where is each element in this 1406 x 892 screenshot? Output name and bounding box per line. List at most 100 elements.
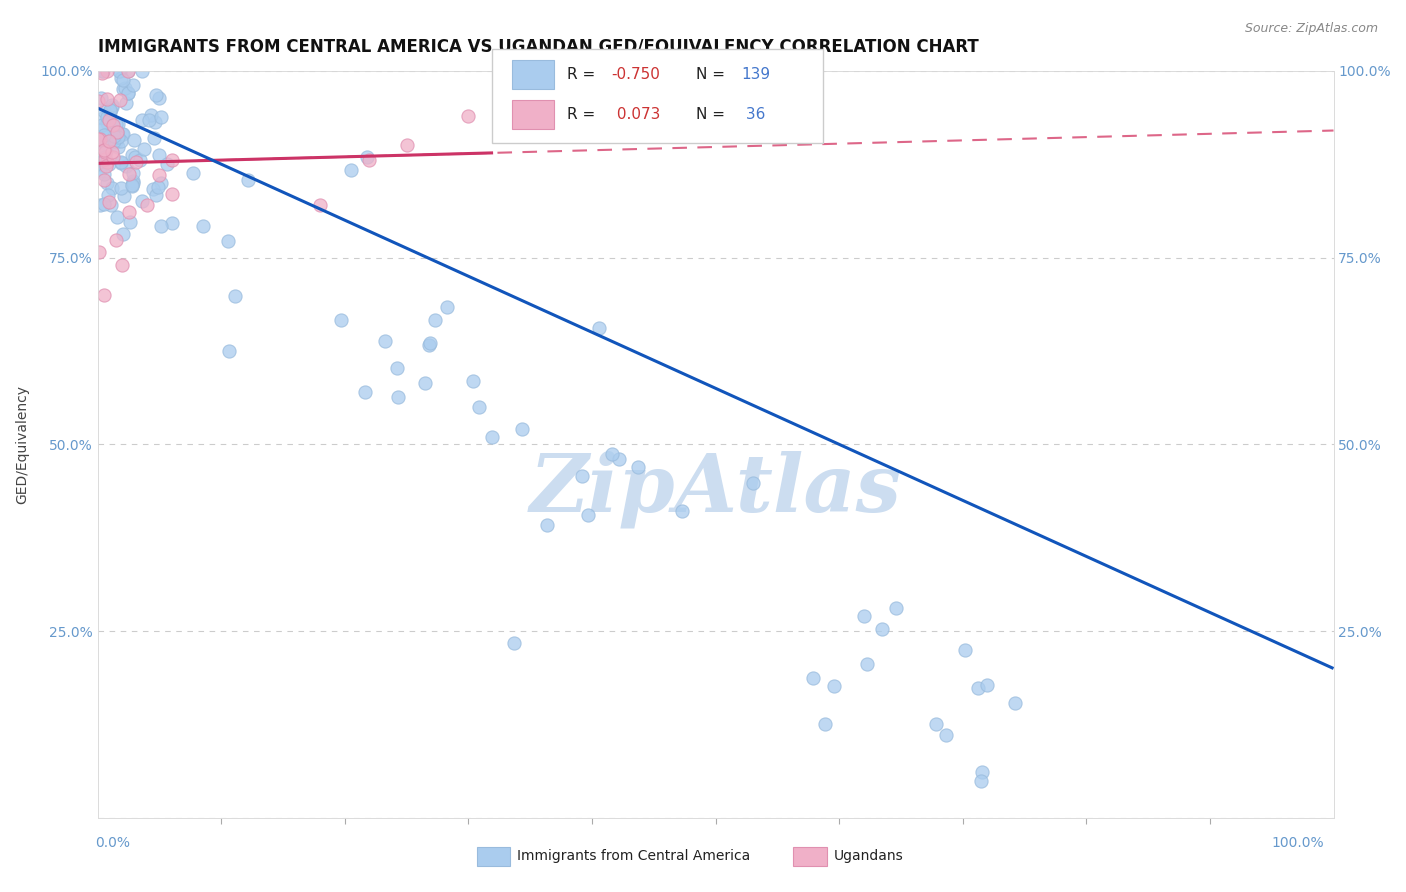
Point [330, 313, 353, 327]
Point [105, 135, 128, 149]
Point [117, 63, 139, 78]
Point [217, 235, 239, 249]
Point [93, 103, 115, 118]
Point [970, 773, 993, 788]
Point [96, 63, 118, 78]
Point [150, 110, 173, 124]
Text: N =: N = [696, 67, 730, 82]
Point [96, 110, 118, 124]
Point [972, 765, 994, 780]
Point [131, 63, 153, 78]
Text: Source: ZipAtlas.com: Source: ZipAtlas.com [1244, 22, 1378, 36]
Point [104, 118, 127, 132]
Point [122, 166, 145, 180]
Point [856, 657, 879, 671]
Point [93, 143, 115, 157]
Text: N =: N = [696, 107, 730, 122]
Point [100, 198, 122, 212]
Point [309, 198, 332, 212]
Point [148, 169, 170, 183]
Point [97, 194, 120, 209]
Point [94, 159, 117, 173]
Point [419, 335, 441, 350]
Point [117, 86, 139, 100]
Point [122, 174, 145, 188]
Point [181, 166, 204, 180]
Point [101, 145, 124, 159]
Text: Ugandans: Ugandans [834, 849, 904, 863]
Point [94, 145, 117, 160]
Point [89, 132, 111, 146]
Point [98, 113, 121, 128]
Point [340, 163, 363, 178]
Point [93, 167, 115, 181]
Point [93, 128, 115, 142]
Point [98, 104, 121, 119]
Point [110, 70, 132, 85]
Point [118, 204, 141, 219]
Point [823, 679, 845, 693]
Point [145, 87, 167, 102]
Point [966, 681, 988, 695]
Point [93, 197, 115, 211]
Point [148, 180, 170, 194]
Point [148, 148, 170, 162]
Point [91, 63, 114, 78]
Point [124, 150, 146, 164]
Point [356, 150, 378, 164]
Point [600, 447, 623, 461]
Point [97, 104, 120, 119]
Point [91, 118, 114, 132]
Point [110, 135, 132, 149]
Point [870, 622, 893, 636]
Point [96, 176, 118, 190]
Point [96, 136, 118, 151]
Point [117, 63, 139, 78]
Point [108, 94, 131, 108]
Point [96, 144, 118, 158]
Point [224, 289, 246, 303]
Point [103, 128, 125, 143]
Point [121, 148, 143, 162]
Point [87, 95, 110, 109]
Point [148, 91, 170, 105]
Point [395, 138, 418, 153]
Point [94, 151, 117, 165]
Point [814, 716, 837, 731]
Point [503, 636, 526, 650]
Point [129, 153, 152, 168]
Point [510, 422, 533, 436]
Text: R =: R = [567, 107, 600, 122]
Point [105, 128, 128, 143]
Point [156, 157, 179, 171]
Point [121, 176, 143, 190]
Point [115, 159, 138, 173]
Point [89, 164, 111, 178]
Point [142, 182, 165, 196]
Text: Immigrants from Central America: Immigrants from Central America [517, 849, 751, 863]
Point [91, 158, 114, 172]
Point [90, 66, 112, 80]
Point [935, 728, 957, 742]
Text: 100.0%: 100.0% [1272, 836, 1324, 850]
Point [93, 63, 115, 78]
Point [94, 152, 117, 166]
Text: ZipAtlas: ZipAtlas [530, 450, 901, 528]
Point [105, 210, 128, 224]
Point [160, 153, 183, 168]
Point [110, 155, 132, 169]
Point [120, 214, 142, 228]
Point [457, 109, 479, 123]
Point [138, 113, 160, 128]
Point [374, 334, 396, 348]
Point [149, 176, 172, 190]
Point [97, 135, 120, 149]
Point [105, 233, 128, 247]
Point [118, 168, 141, 182]
Point [671, 504, 693, 518]
Point [413, 376, 436, 391]
Point [107, 118, 129, 132]
Point [238, 173, 260, 187]
Point [576, 508, 599, 522]
Point [101, 100, 124, 114]
